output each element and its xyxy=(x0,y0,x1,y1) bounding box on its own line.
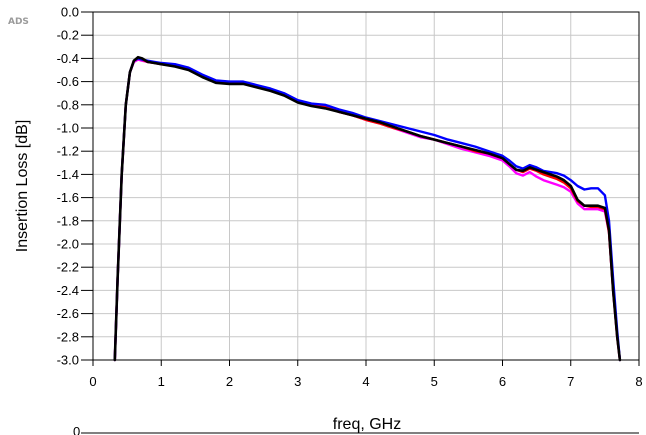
y-tick-label-12: -2.4 xyxy=(57,283,79,298)
x-tick-label-3: 3 xyxy=(294,374,301,389)
series-line-3 xyxy=(113,57,622,362)
y-tick-label-10: -2.0 xyxy=(57,237,79,252)
y-tick-label-2: -0.4 xyxy=(57,51,79,66)
plot-frame xyxy=(92,11,640,361)
x-axis-label: freq, GHz xyxy=(333,416,401,433)
y-axis-label: Insertion Loss [dB] xyxy=(14,120,31,253)
y-tick-label-0: 0.0 xyxy=(61,5,79,20)
y-tick-label-8: -1.6 xyxy=(57,190,79,205)
y-tick-label-13: -2.6 xyxy=(57,306,79,321)
series-line-2 xyxy=(113,57,622,362)
ads-watermark: ADS xyxy=(8,17,29,27)
y-tick-label-3: -0.6 xyxy=(57,74,79,89)
y-tick-labels: 0.0 -0.2 -0.4 -0.6 -0.8 -1.0 -1.2 -1.4 -1.6 -1.8 -… xyxy=(57,5,79,368)
y-tick-label-11: -2.2 xyxy=(57,260,79,275)
x-tick-label-8: 8 xyxy=(635,374,642,389)
minor-ticks xyxy=(81,11,640,366)
y-tick-label-15: -3.0 xyxy=(57,353,79,368)
next-plot-y-label: 0 xyxy=(73,424,80,435)
x-tick-label-5: 5 xyxy=(431,374,438,389)
y-tick-label-1: -0.2 xyxy=(57,28,79,43)
x-tick-label-1: 1 xyxy=(158,374,165,389)
y-tick-label-9: -1.8 xyxy=(57,213,79,228)
y-tick-label-14: -2.8 xyxy=(57,329,79,344)
x-tick-label-2: 2 xyxy=(226,374,233,389)
series-line-4 xyxy=(113,55,622,362)
y-tick-label-5: -1.0 xyxy=(57,121,79,136)
y-tick-label-7: -1.4 xyxy=(57,167,79,182)
x-tick-label-0: 0 xyxy=(89,374,96,389)
y-tick-label-6: -1.2 xyxy=(57,144,79,159)
y-tick-label-4: -0.8 xyxy=(57,97,79,112)
series-layer xyxy=(113,55,622,362)
x-tick-labels: 0 1 2 3 4 5 6 7 8 xyxy=(89,374,642,389)
x-tick-label-6: 6 xyxy=(499,374,506,389)
x-tick-label-4: 4 xyxy=(362,374,369,389)
x-tick-label-7: 7 xyxy=(567,374,574,389)
